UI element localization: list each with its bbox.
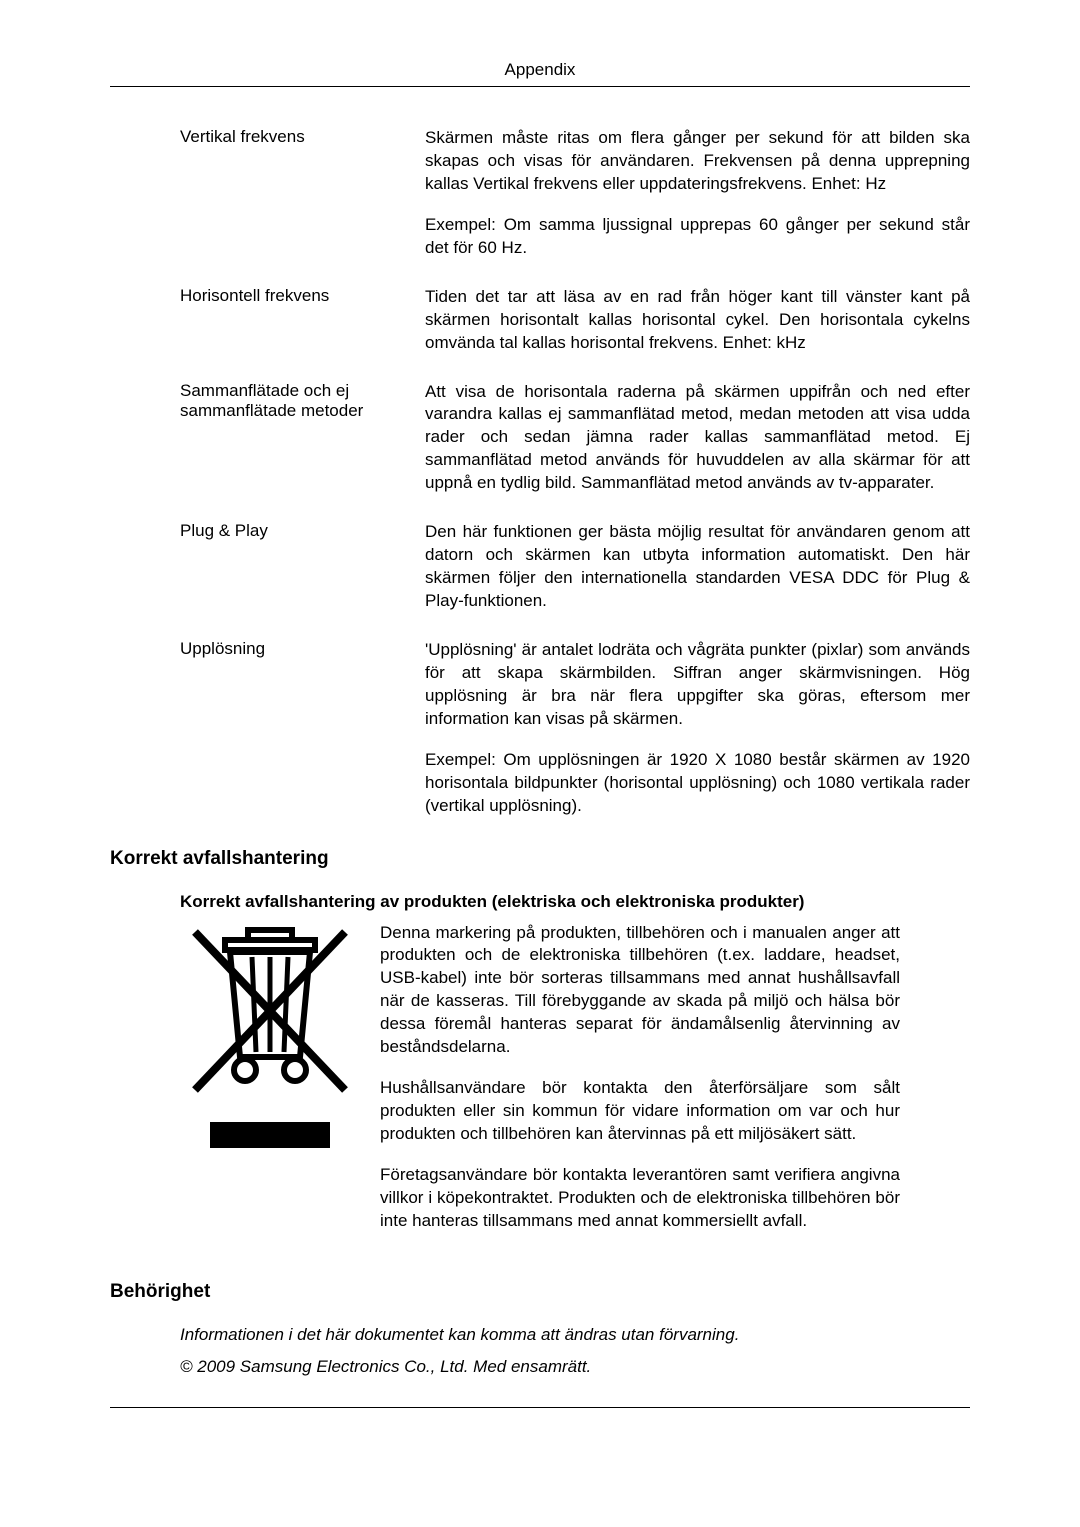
recycling-paragraph: Hushållsanvändare bör kontakta den återf… [380, 1077, 900, 1146]
term-paragraph: Att visa de horisontala raderna på skärm… [425, 381, 970, 496]
page-header: Appendix [110, 60, 970, 87]
term-row: Horisontell frekvens Tiden det tar att l… [180, 286, 1040, 355]
term-label: Vertikal frekvens [180, 127, 425, 260]
section-heading-korrekt: Korrekt avfallshantering [110, 848, 970, 870]
weee-bin-icon [180, 922, 360, 1112]
italic-note: Informationen i det här dokumentet kan k… [180, 1325, 970, 1345]
term-row: Upplösning 'Upplösning' är antalet lodrä… [180, 639, 1040, 818]
term-row: Vertikal frekvens Skärmen måste ritas om… [180, 127, 1040, 260]
term-paragraph: Tiden det tar att läsa av en rad från hö… [425, 286, 970, 355]
term-description: 'Upplösning' är antalet lodräta och vågr… [425, 639, 1040, 818]
term-description: Tiden det tar att läsa av en rad från hö… [425, 286, 1040, 355]
subsection-title: Korrekt avfallshantering av produkten (e… [180, 892, 970, 912]
term-label: Plug & Play [180, 521, 425, 613]
term-label: Upplösning [180, 639, 425, 818]
term-paragraph: 'Upplösning' är antalet lodräta och vågr… [425, 639, 970, 731]
term-description: Skärmen måste ritas om flera gånger per … [425, 127, 1040, 260]
term-description: Att visa de horisontala raderna på skärm… [425, 381, 1040, 496]
term-label: Horisontell frekvens [180, 286, 425, 355]
recycling-icon-column [180, 922, 380, 1251]
term-row: Sammanflätade och ej sammanflätade metod… [180, 381, 1040, 496]
term-paragraph: Exempel: Om samma ljussignal upprepas 60… [425, 214, 970, 260]
recycling-paragraph: Denna markering på produkten, tillbehöre… [380, 922, 900, 1060]
weee-black-bar [210, 1122, 330, 1148]
term-paragraph: Exempel: Om upplösningen är 1920 X 1080 … [425, 749, 970, 818]
term-paragraph: Skärmen måste ritas om flera gånger per … [425, 127, 970, 196]
term-row: Plug & Play Den här funktionen ger bästa… [180, 521, 1040, 613]
term-description: Den här funktionen ger bästa möjlig resu… [425, 521, 1040, 613]
footer-rule [110, 1407, 970, 1408]
term-label: Sammanflätade och ej sammanflätade metod… [180, 381, 425, 496]
section-heading-behorighet: Behörighet [110, 1281, 970, 1303]
terms-table: Vertikal frekvens Skärmen måste ritas om… [180, 127, 1040, 818]
recycling-text: Denna markering på produkten, tillbehöre… [380, 922, 970, 1251]
term-paragraph: Den här funktionen ger bästa möjlig resu… [425, 521, 970, 613]
copyright-note: © 2009 Samsung Electronics Co., Ltd. Med… [180, 1357, 970, 1377]
recycling-paragraph: Företagsanvändare bör kontakta leverantö… [380, 1164, 900, 1233]
recycling-section: Denna markering på produkten, tillbehöre… [180, 922, 970, 1251]
